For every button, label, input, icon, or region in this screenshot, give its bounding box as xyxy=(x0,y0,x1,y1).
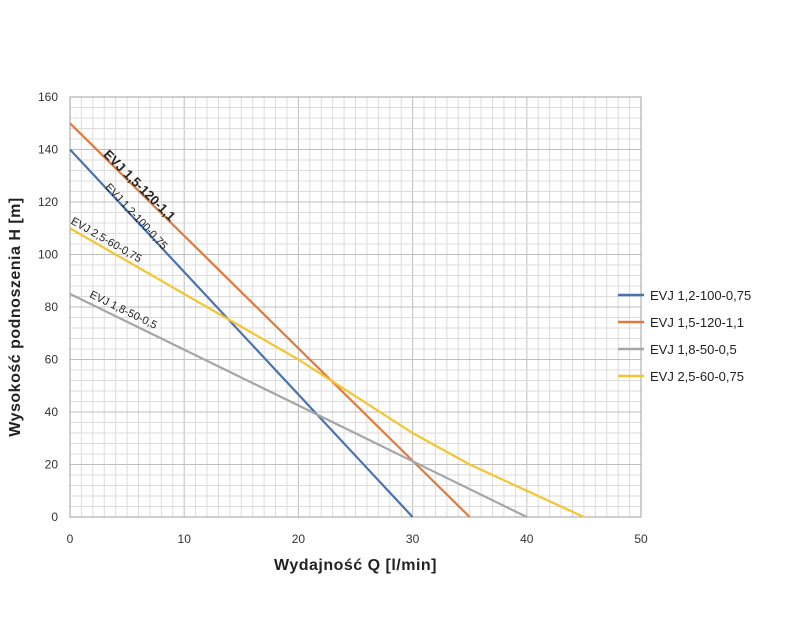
x-tick-label: 40 xyxy=(520,532,534,546)
y-tick-label: 0 xyxy=(51,510,58,524)
x-tick-label: 20 xyxy=(292,532,306,546)
x-tick-label: 0 xyxy=(67,532,74,546)
x-tick-label: 10 xyxy=(178,532,192,546)
series-line-1 xyxy=(69,148,414,518)
y-tick-label: 120 xyxy=(38,195,58,209)
y-tick-label: 40 xyxy=(45,405,59,419)
series-line-3 xyxy=(69,292,528,518)
series-line-2 xyxy=(69,122,471,518)
series-lines xyxy=(69,122,585,518)
axes: 0 10 20 30 40 50 0 20 40 60 80 100 120 140 160 xyxy=(38,90,648,546)
y-tick-label: 20 xyxy=(45,458,59,472)
legend: EVJ 1,2-100-0,75 EVJ 1,5-120-1,1 EVJ 1,8-5… xyxy=(618,288,751,384)
x-tick-label: 30 xyxy=(406,532,420,546)
legend-label-1: EVJ 1,2-100-0,75 xyxy=(650,288,751,303)
line-annotation-4: EVJ 1,8-50-0,5 xyxy=(88,289,159,332)
legend-label-3: EVJ 1,8-50-0,5 xyxy=(650,342,737,357)
y-axis-title: Wysokość podnoszenia H [m] xyxy=(7,197,24,436)
legend-label-4: EVJ 2,5-60-0,75 xyxy=(650,369,744,384)
plot-area-border xyxy=(69,96,642,518)
grid xyxy=(69,96,642,518)
legend-label-2: EVJ 1,5-120-1,1 xyxy=(650,315,744,330)
y-tick-label: 140 xyxy=(38,143,58,157)
series-line-4 xyxy=(69,227,585,518)
x-tick-label: 50 xyxy=(634,532,648,546)
x-axis-title: Wydajność Q [l/min] xyxy=(274,557,437,574)
y-tick-label: 80 xyxy=(45,300,59,314)
y-tick-label: 60 xyxy=(45,353,59,367)
y-tick-label: 100 xyxy=(38,248,58,262)
y-tick-label: 160 xyxy=(38,90,58,104)
